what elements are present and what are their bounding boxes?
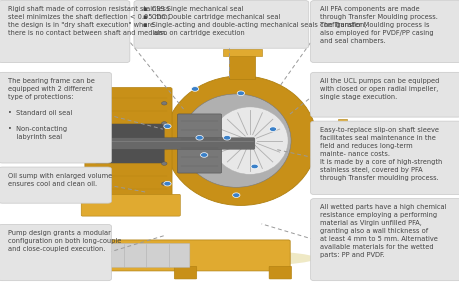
FancyBboxPatch shape bbox=[81, 240, 290, 271]
FancyBboxPatch shape bbox=[310, 199, 462, 281]
Ellipse shape bbox=[212, 107, 288, 174]
Circle shape bbox=[164, 124, 171, 129]
FancyBboxPatch shape bbox=[337, 119, 347, 162]
Circle shape bbox=[201, 153, 208, 157]
FancyBboxPatch shape bbox=[86, 266, 109, 279]
FancyBboxPatch shape bbox=[0, 1, 130, 63]
Circle shape bbox=[162, 122, 167, 125]
FancyBboxPatch shape bbox=[312, 122, 337, 159]
Circle shape bbox=[237, 91, 245, 96]
Text: Pump design grants a modular
configuration on both long-couple
and close-coupled: Pump design grants a modular configurati… bbox=[8, 230, 121, 252]
Text: ▪  CSS Single mechanical seal
▪  CDC Double cartridge mechanical seal
▪  Single-: ▪ CSS Single mechanical seal ▪ CDC Doubl… bbox=[143, 6, 366, 36]
FancyBboxPatch shape bbox=[77, 138, 255, 149]
Circle shape bbox=[162, 162, 167, 165]
Ellipse shape bbox=[165, 76, 317, 205]
Circle shape bbox=[86, 110, 102, 120]
FancyBboxPatch shape bbox=[222, 49, 262, 56]
Text: All PFA components are made
through Transfer Moulding process.
The Transfer Moul: All PFA components are made through Tran… bbox=[320, 6, 438, 44]
Circle shape bbox=[191, 87, 199, 91]
Circle shape bbox=[162, 142, 167, 145]
FancyBboxPatch shape bbox=[95, 124, 164, 163]
Circle shape bbox=[164, 181, 171, 186]
Text: All the UCL pumps can be equipped
with closed or open radial impeller,
single st: All the UCL pumps can be equipped with c… bbox=[320, 78, 439, 100]
Text: Easy-to-replace slip-on shaft sleeve
facilitates seal maintenance in the
field a: Easy-to-replace slip-on shaft sleeve fac… bbox=[320, 127, 442, 181]
FancyBboxPatch shape bbox=[95, 243, 190, 267]
Text: Rigid shaft made of corrosion resistant stainless
steel minimizes the shaft defl: Rigid shaft made of corrosion resistant … bbox=[8, 6, 170, 36]
Ellipse shape bbox=[110, 250, 316, 267]
Circle shape bbox=[162, 102, 167, 105]
FancyBboxPatch shape bbox=[134, 1, 309, 48]
Circle shape bbox=[162, 182, 167, 185]
FancyBboxPatch shape bbox=[0, 72, 111, 163]
Text: All wetted parts have a high chemical
resistance employing a performing
material: All wetted parts have a high chemical re… bbox=[320, 204, 447, 258]
FancyBboxPatch shape bbox=[310, 1, 462, 63]
Circle shape bbox=[223, 135, 231, 140]
FancyBboxPatch shape bbox=[174, 266, 197, 279]
Circle shape bbox=[233, 193, 240, 197]
Text: Oil sump with enlarged volume
ensures cool and clean oil.: Oil sump with enlarged volume ensures co… bbox=[8, 173, 112, 187]
FancyBboxPatch shape bbox=[0, 224, 111, 281]
FancyBboxPatch shape bbox=[229, 53, 255, 79]
FancyBboxPatch shape bbox=[310, 121, 462, 195]
Circle shape bbox=[196, 135, 203, 140]
Text: The bearing frame can be
equipped with 2 different
type of protections:

•  Stan: The bearing frame can be equipped with 2… bbox=[8, 78, 95, 140]
FancyBboxPatch shape bbox=[310, 72, 462, 117]
FancyBboxPatch shape bbox=[269, 266, 292, 279]
Circle shape bbox=[251, 164, 258, 169]
FancyBboxPatch shape bbox=[0, 167, 111, 203]
Circle shape bbox=[269, 127, 277, 131]
FancyBboxPatch shape bbox=[178, 114, 222, 173]
FancyBboxPatch shape bbox=[85, 88, 172, 199]
Ellipse shape bbox=[182, 94, 291, 187]
FancyBboxPatch shape bbox=[81, 194, 180, 216]
